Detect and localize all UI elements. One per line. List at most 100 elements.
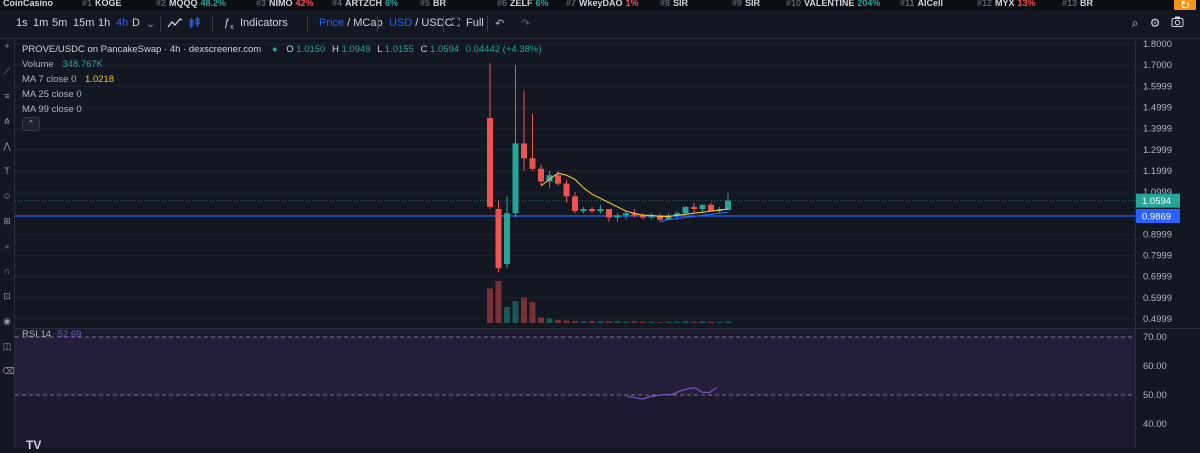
candle-body[interactable] bbox=[699, 204, 706, 209]
candle-body[interactable] bbox=[555, 175, 561, 184]
ticker-item[interactable]: #10 VALENTINE 204% bbox=[786, 0, 880, 8]
volume-bar bbox=[529, 302, 536, 323]
chart-type-icon[interactable] bbox=[167, 17, 183, 32]
candle-body[interactable] bbox=[597, 209, 604, 212]
ticker-item[interactable]: #13 BR bbox=[1062, 0, 1096, 8]
candle-body[interactable] bbox=[495, 209, 502, 269]
refresh-badge-icon[interactable]: ↻ bbox=[1174, 0, 1196, 10]
rsi-tick-label: 60.00 bbox=[1143, 361, 1167, 372]
candle-body[interactable] bbox=[708, 204, 714, 212]
volume-bar bbox=[606, 321, 612, 323]
ticker-item[interactable]: #9 SIR bbox=[732, 0, 763, 8]
rsi-tick-label: 50.00 bbox=[1143, 390, 1167, 401]
candle-body[interactable] bbox=[546, 175, 553, 182]
indicators-icon[interactable]: ƒx bbox=[224, 17, 234, 32]
crosshair-icon[interactable]: + bbox=[4, 41, 10, 51]
toggle-slash: / bbox=[415, 17, 419, 29]
candle-body[interactable] bbox=[572, 196, 578, 212]
eye-icon[interactable]: ◉ bbox=[3, 316, 11, 326]
ma7-value: 1.0218 bbox=[85, 74, 115, 85]
gear-icon[interactable]: ⚙ bbox=[1149, 16, 1161, 30]
indicators-button[interactable]: Indicators bbox=[240, 17, 288, 29]
candle-body[interactable] bbox=[631, 213, 638, 216]
ruler-icon[interactable]: ⊞ bbox=[3, 216, 11, 226]
price-chart-canvas[interactable]: 1.8000 1.7000 1.5999 1.4999 1.3999 1.2999 1.19… bbox=[15, 39, 1200, 448]
interval-5m[interactable]: 5m bbox=[52, 17, 68, 29]
rsi-legend: RSI 14 52.69 bbox=[22, 329, 81, 340]
ticker-item[interactable]: #8 SIR bbox=[660, 0, 691, 8]
collapse-legend-button[interactable]: ⌃ bbox=[22, 117, 40, 131]
candle-body[interactable] bbox=[623, 213, 629, 216]
close-label: C bbox=[420, 44, 428, 55]
text-icon[interactable]: T bbox=[4, 166, 10, 176]
candle-body[interactable] bbox=[691, 206, 697, 209]
candle-body[interactable] bbox=[538, 168, 544, 182]
ma25-label: MA 25 close 0 bbox=[22, 89, 82, 100]
usdc-option[interactable]: USDC bbox=[421, 17, 453, 29]
smile-icon[interactable]: ☺ bbox=[2, 191, 12, 201]
candle-body[interactable] bbox=[648, 215, 655, 218]
full-button[interactable]: Full bbox=[466, 17, 484, 29]
usd-option[interactable]: USD bbox=[389, 17, 413, 29]
layers-icon[interactable]: ◫ bbox=[2, 341, 12, 351]
ticker-item[interactable]: #12 MYX 13% bbox=[977, 0, 1036, 8]
ticker-item[interactable]: #1 KOGE bbox=[82, 0, 125, 8]
interval-15m[interactable]: 15m bbox=[73, 17, 95, 29]
undo-icon[interactable]: ↶ bbox=[495, 18, 505, 30]
search-icon[interactable]: ⌕ bbox=[1131, 16, 1139, 30]
interval-D[interactable]: D bbox=[132, 17, 140, 29]
mcap-option[interactable]: MCap bbox=[353, 17, 383, 29]
trash-icon[interactable]: ⌫ bbox=[2, 366, 15, 376]
ohlc-legend: PROVE/USDC on PancakeSwap · 4h · dexscre… bbox=[22, 44, 541, 55]
magnet-icon[interactable]: ∩ bbox=[3, 266, 11, 276]
candle-body[interactable] bbox=[589, 209, 595, 212]
candle-body[interactable] bbox=[487, 118, 493, 207]
ticker-item[interactable]: #4 ARTZCH 6% bbox=[332, 0, 398, 8]
candle-body[interactable] bbox=[725, 200, 731, 211]
price-tick-label: 1.0999 bbox=[1143, 187, 1172, 198]
ticker-item[interactable]: CoinCasino bbox=[0, 0, 56, 8]
candle-body[interactable] bbox=[580, 209, 587, 212]
candle-body[interactable] bbox=[606, 209, 612, 218]
candle-body[interactable] bbox=[512, 143, 519, 214]
candle-body[interactable] bbox=[614, 215, 621, 218]
horizontal-line-icon[interactable]: ≡ bbox=[4, 91, 10, 101]
ticker-item[interactable]: #5 BR bbox=[420, 0, 449, 8]
candle-body[interactable] bbox=[640, 215, 646, 218]
pattern-icon[interactable]: ⋀ bbox=[3, 141, 11, 151]
candle-body[interactable] bbox=[504, 213, 510, 264]
price-chart[interactable]: 1.8000 1.7000 1.5999 1.4999 1.3999 1.2999 1.19… bbox=[15, 39, 1200, 448]
interval-1h[interactable]: 1h bbox=[98, 17, 111, 29]
ticker-rank: #6 bbox=[497, 0, 508, 8]
zoom-icon[interactable]: ⌕ bbox=[4, 241, 10, 251]
redo-icon[interactable]: ↷ bbox=[521, 18, 531, 30]
candle-body[interactable] bbox=[563, 183, 570, 197]
ticker-item[interactable]: #2 MQQQ 48.2% bbox=[156, 0, 226, 8]
fib-icon[interactable]: ⋔ bbox=[3, 116, 11, 126]
price-tick-label: 0.4999 bbox=[1143, 314, 1172, 325]
interval-1m[interactable]: 1m bbox=[33, 17, 49, 29]
candles-icon[interactable] bbox=[188, 17, 202, 32]
price-mcap-toggle[interactable]: Price / MCap bbox=[319, 17, 383, 29]
camera-icon[interactable] bbox=[1170, 16, 1184, 30]
chevron-down-icon[interactable]: ⌄ bbox=[146, 18, 156, 30]
candle-body[interactable] bbox=[529, 158, 536, 169]
fullscreen-icon[interactable]: ⛶ bbox=[452, 17, 460, 29]
ticker-item[interactable]: #11 AICell bbox=[900, 0, 946, 8]
ticker-item[interactable]: #3 NIMO 42% bbox=[256, 0, 314, 8]
ticker-item[interactable]: #6 ZELF 6% bbox=[497, 0, 549, 8]
interval-1s[interactable]: 1s bbox=[16, 17, 28, 29]
candle-body[interactable] bbox=[521, 143, 527, 159]
candle-body[interactable] bbox=[657, 215, 663, 220]
trendline-icon[interactable]: ⟋ bbox=[3, 66, 11, 76]
candle-body[interactable] bbox=[665, 215, 672, 220]
lock-icon[interactable]: ⊡ bbox=[3, 291, 11, 301]
currency-toggle[interactable]: USD / USDC bbox=[389, 17, 453, 29]
ticker-item[interactable]: #7 WkeyDAO 1% bbox=[566, 0, 639, 8]
candle-body[interactable] bbox=[682, 206, 689, 214]
candle-body[interactable] bbox=[674, 213, 680, 216]
change-value: 0.04442 (+4.38%) bbox=[465, 44, 542, 55]
price-option[interactable]: Price bbox=[319, 17, 345, 29]
interval-4h[interactable]: 4h bbox=[116, 17, 129, 29]
hline-price-tag[interactable] bbox=[1136, 209, 1180, 224]
